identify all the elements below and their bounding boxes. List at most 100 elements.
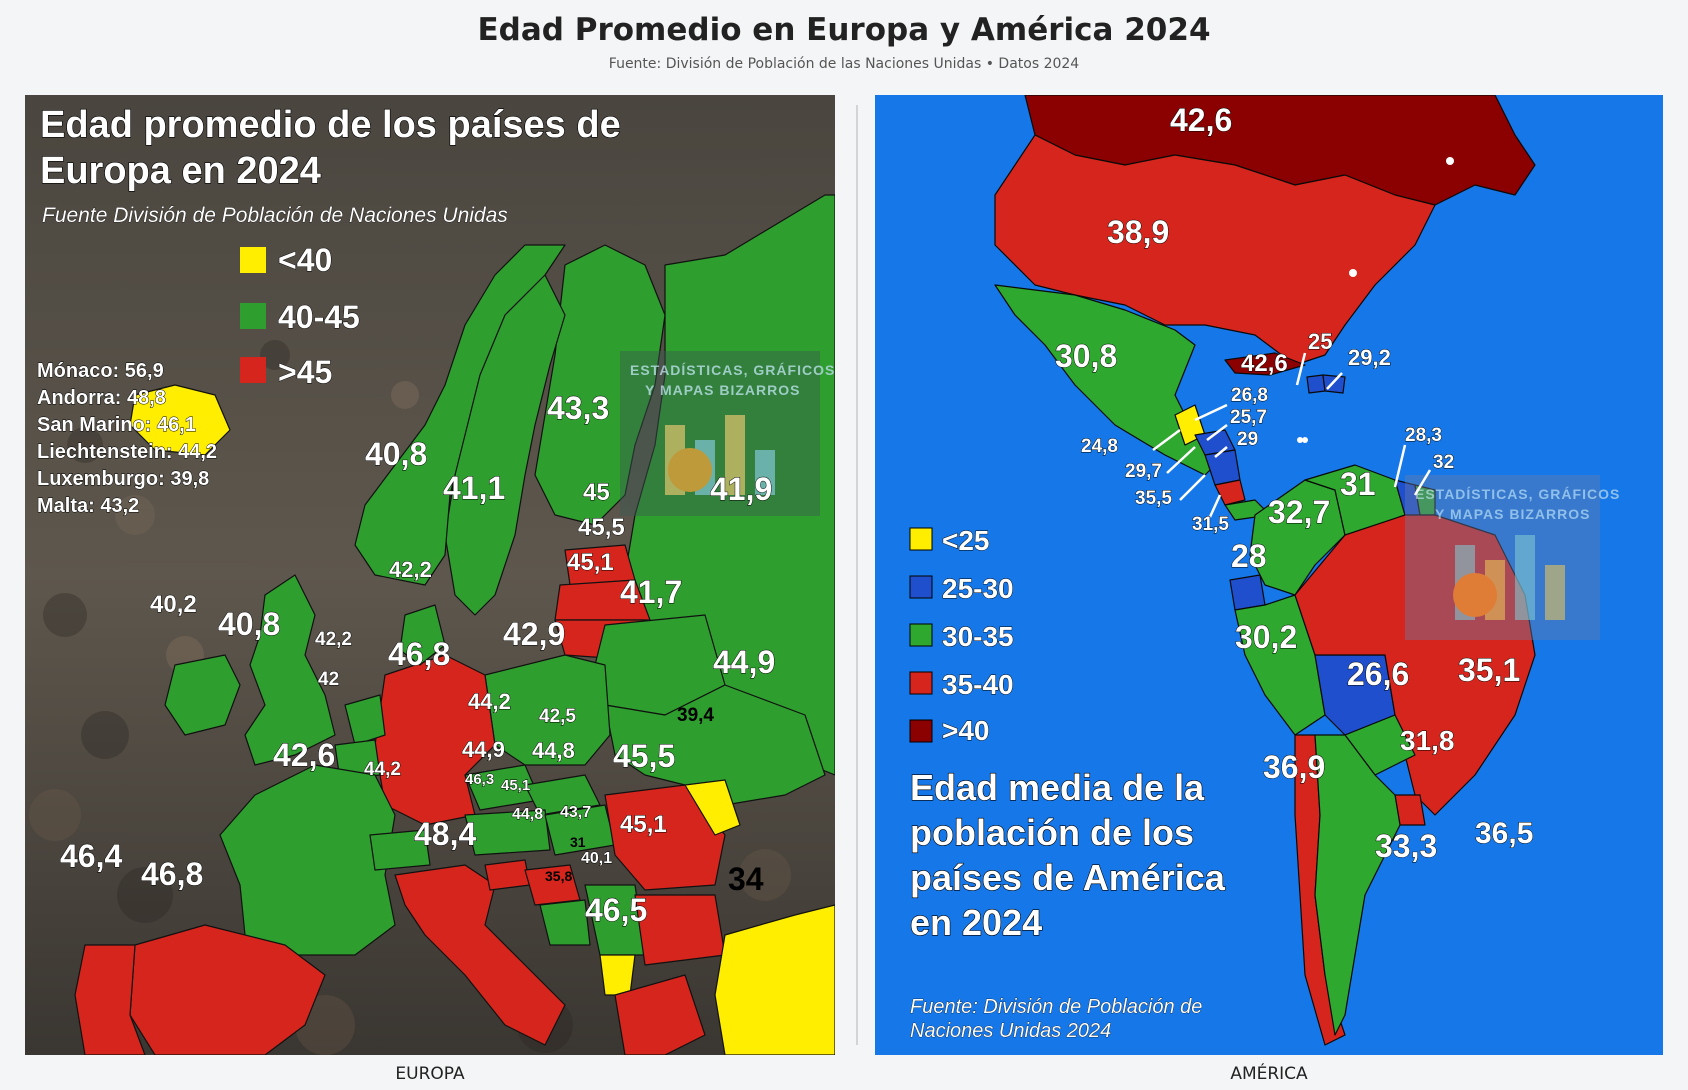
- region-iceland[interactable]: [129, 384, 231, 456]
- small-state-andorra: Andorra: 48,8: [37, 387, 166, 409]
- europe-legend: <40 40-45 >45: [240, 242, 360, 390]
- label-greece: 46,5: [585, 892, 647, 928]
- arrow-el-salvador: [1166, 446, 1196, 474]
- watermark-bar-3: [725, 415, 745, 495]
- region-denmark[interactable]: [399, 604, 446, 666]
- arrow-dominican: [1326, 372, 1343, 390]
- label-uruguay: 36,5: [1475, 817, 1533, 850]
- label-norway: 40,8: [365, 436, 427, 472]
- label-lithuania: 45,1: [567, 549, 614, 576]
- label-venezuela: 31: [1340, 466, 1376, 502]
- region-bosnia[interactable]: [539, 899, 591, 946]
- label-croatia: 45,1: [501, 777, 530, 794]
- region-netherlands[interactable]: [344, 694, 386, 746]
- label-ireland: 40,2: [150, 591, 197, 618]
- label-guatemala: 24,8: [1081, 436, 1118, 457]
- arrow-panama: [1208, 494, 1222, 518]
- america-caption: AMÉRICA: [1230, 1064, 1308, 1084]
- label-el-salvador: 29,7: [1125, 461, 1162, 482]
- label-costa-rica: 35,5: [1135, 488, 1172, 509]
- region-costa-rica[interactable]: [1214, 479, 1246, 506]
- region-dominican[interactable]: [1322, 374, 1346, 394]
- arrow-belize: [1194, 403, 1228, 422]
- small-state-malta: Malta: 43,2: [37, 495, 139, 517]
- europe-source: Fuente División de Población de Naciones…: [42, 204, 508, 227]
- label-haiti: 25: [1308, 329, 1332, 354]
- label-russia: 41,9: [710, 471, 772, 507]
- label-ecuador: 28: [1231, 538, 1267, 574]
- legend-label-35-40: 35-40: [942, 669, 1014, 700]
- label-nicaragua: 29: [1237, 429, 1258, 450]
- label-sweden: 41,1: [443, 470, 505, 506]
- region-portugal[interactable]: [74, 944, 146, 1055]
- label-germany: 46,8: [388, 636, 450, 672]
- region-bulgaria[interactable]: [634, 894, 726, 966]
- small-state-liechtenstein: Liechtenstein: 44,2: [37, 441, 217, 463]
- label-paraguay: 31,8: [1400, 725, 1455, 756]
- region-slovenia[interactable]: [484, 859, 531, 891]
- label-denmark: 42,2: [389, 557, 432, 582]
- label-panama: 31,5: [1192, 514, 1229, 535]
- region-slovakia[interactable]: [524, 774, 601, 816]
- callout-arrows: [1152, 352, 1432, 518]
- label-czech: 44,2: [468, 689, 511, 714]
- legend-swatch-yellow: [240, 247, 266, 273]
- label-italy: 48,4: [414, 816, 476, 852]
- cat-icon: [668, 448, 712, 492]
- region-usa[interactable]: [994, 134, 1436, 366]
- label-latvia: 45,5: [578, 514, 625, 541]
- label-cuba: 42,6: [1241, 350, 1288, 377]
- legend-label-lt25: <25: [942, 525, 990, 556]
- legend-label-30-35: 30-35: [942, 621, 1014, 652]
- label-peru: 30,2: [1235, 619, 1297, 655]
- label-mexico: 30,8: [1055, 338, 1117, 374]
- europe-labels: 40,8 41,1 43,3 45 45,5 45,1 41,9 41,7 44…: [60, 390, 776, 929]
- arrow-nicaragua: [1214, 446, 1228, 458]
- legend-label-25-30: 25-30: [942, 573, 1014, 604]
- america-legend: <25 25-30 30-35 35-40 >40: [909, 525, 1014, 746]
- watermark-line2: Y MAPAS BIZARROS: [645, 382, 801, 398]
- region-argentina[interactable]: [1314, 734, 1401, 1036]
- label-chile: 36,9: [1263, 749, 1325, 785]
- region-norway[interactable]: [354, 244, 566, 586]
- region-finland[interactable]: [534, 244, 666, 526]
- legend-label-gt45: >45: [278, 354, 332, 390]
- arrow-guyana: [1393, 444, 1407, 488]
- region-switzerland[interactable]: [369, 829, 431, 871]
- label-slovenia: 46,3: [465, 771, 494, 788]
- region-haiti[interactable]: [1306, 374, 1326, 394]
- label-colombia: 32,7: [1268, 494, 1330, 530]
- arrow-haiti: [1295, 352, 1307, 386]
- region-austria[interactable]: [464, 809, 551, 856]
- small-state-luxemburgo: Luxemburgo: 39,8: [37, 468, 209, 490]
- region-ecuador[interactable]: [1229, 574, 1266, 611]
- label-bolivia: 26,6: [1347, 656, 1409, 692]
- region-turkey[interactable]: [714, 904, 835, 1055]
- region-ireland[interactable]: [164, 654, 241, 736]
- legend-label-40-45: 40-45: [278, 299, 360, 335]
- legend-label-gt40: >40: [942, 715, 990, 746]
- region-france[interactable]: [219, 764, 396, 956]
- label-netherlands: 42,2: [315, 629, 352, 650]
- label-dominican: 29,2: [1348, 345, 1391, 370]
- label-switzerland: 44,2: [364, 759, 401, 780]
- region-greece[interactable]: [614, 974, 706, 1055]
- region-uk[interactable]: [244, 574, 336, 766]
- arrow-honduras: [1206, 424, 1228, 441]
- legend-swatch-darkred: [909, 719, 933, 743]
- label-canada: 42,6: [1170, 102, 1232, 138]
- region-ukraine[interactable]: [604, 684, 826, 806]
- panel-divider: [856, 105, 858, 1045]
- island-dot-1: [1446, 157, 1454, 165]
- region-poland[interactable]: [484, 654, 611, 766]
- region-cuba[interactable]: [1224, 352, 1306, 376]
- legend-swatch-red: [240, 357, 266, 383]
- region-spain[interactable]: [129, 924, 326, 1055]
- region-moldova[interactable]: [684, 779, 741, 836]
- label-spain: 46,8: [141, 856, 203, 892]
- europe-title-2: Europa en 2024: [40, 150, 321, 192]
- label-suriname: 32: [1433, 452, 1454, 473]
- label-usa: 38,9: [1107, 214, 1169, 250]
- small-state-monaco: Mónaco: 56,9: [37, 360, 164, 382]
- region-montenegro[interactable]: [599, 954, 636, 996]
